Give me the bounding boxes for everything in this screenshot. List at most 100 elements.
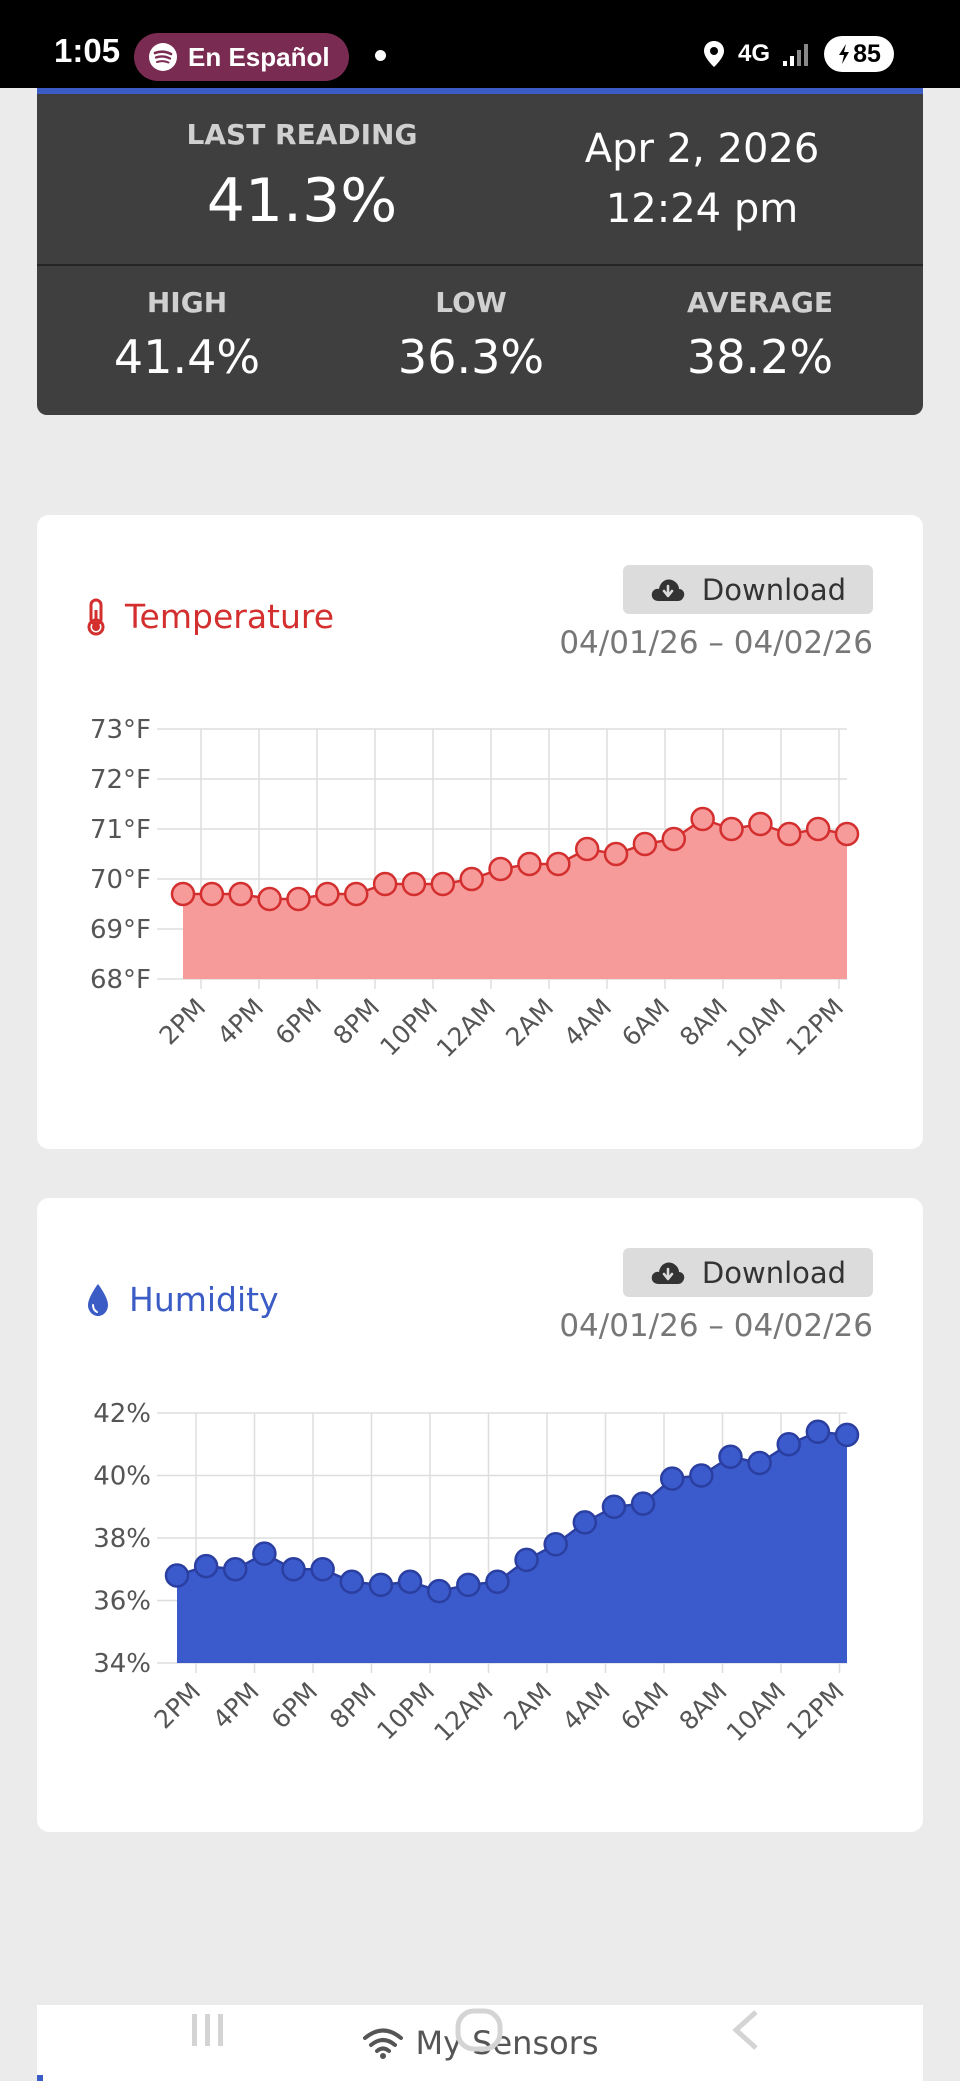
hum-chart-data-point <box>805 1419 831 1444</box>
temp-chart-data-point <box>228 881 253 907</box>
hum-chart-data-point <box>193 1553 219 1579</box>
temp-chart-x-tick-label: 12AM <box>431 993 501 1063</box>
temp-chart-y-tick-label: 68°F <box>90 965 151 995</box>
hum-chart-y-tick-label: 36% <box>93 1587 151 1617</box>
average-label: AVERAGE <box>687 286 833 319</box>
average-value: 38.2% <box>686 330 834 384</box>
nav-active-indicator <box>37 2075 43 2081</box>
thermometer-icon <box>87 598 105 635</box>
network-type: 4G <box>737 40 770 67</box>
temp-chart-y-tick-label: 73°F <box>90 715 151 745</box>
low-value: 36.3% <box>397 330 545 384</box>
temperature-title-text: Temperature <box>125 597 335 636</box>
bottom-nav-label: My Sensors <box>415 2024 599 2062</box>
temp-chart-data-point <box>257 886 282 912</box>
notification-dot <box>375 50 386 61</box>
hum-chart-x-tick-label: 4AM <box>557 1677 616 1736</box>
temp-chart-data-point <box>777 821 802 847</box>
status-icons: 4G 85 <box>702 36 894 72</box>
back-icon[interactable] <box>726 2008 766 2052</box>
temp-chart-data-point <box>805 816 831 842</box>
temperature-card: Temperature Download 04/01/26 – 04/02/26… <box>37 515 923 1149</box>
reading-summary-card: LAST READING 41.3% Apr 2, 2026 12:24 pm … <box>37 88 923 415</box>
temp-chart-data-point <box>574 836 600 862</box>
temp-chart-data-point <box>517 851 542 877</box>
hum-chart-x-tick-label: 4PM <box>207 1677 265 1735</box>
temp-chart-data-point <box>719 816 744 842</box>
hum-chart-x-tick-label: 10PM <box>371 1677 440 1746</box>
temp-chart-data-point <box>372 871 398 897</box>
hum-chart-x-tick-label: 10AM <box>721 1677 791 1747</box>
humidity-title-text: Humidity <box>129 1280 279 1319</box>
hum-chart-data-point <box>747 1450 772 1476</box>
temp-chart-y-tick-label: 69°F <box>90 915 151 945</box>
humidity-download-button[interactable]: Download <box>623 1248 873 1297</box>
temp-chart-x-tick-label: 6AM <box>616 993 675 1052</box>
reading-time: 12:24 pm <box>605 186 799 232</box>
hum-chart-data-point <box>572 1510 598 1535</box>
temp-chart-x-tick-label: 10AM <box>721 993 791 1063</box>
temp-chart-data-point <box>459 866 484 892</box>
water-drop-icon <box>88 1283 108 1316</box>
hum-chart-y-tick-label: 40% <box>93 1462 151 1492</box>
temp-chart-x-tick-label: 10PM <box>374 993 443 1062</box>
recent-apps-icon[interactable] <box>186 2008 230 2052</box>
temp-chart-area <box>183 819 847 979</box>
last-reading-label: LAST READING <box>186 118 418 151</box>
hum-chart-data-point <box>543 1532 568 1557</box>
hum-chart-data-point <box>368 1572 394 1598</box>
temp-chart-x-tick-label: 4AM <box>558 993 617 1052</box>
status-time: 1:05 <box>54 32 121 69</box>
temp-chart-y-tick-label: 72°F <box>90 765 151 795</box>
home-icon[interactable] <box>452 2008 506 2052</box>
temp-chart-data-point <box>546 851 571 877</box>
hum-chart-data-point <box>514 1547 539 1573</box>
hum-chart-data-point <box>630 1491 656 1516</box>
card-divider <box>37 264 923 266</box>
hum-chart-data-point <box>485 1569 510 1594</box>
hum-chart-x-tick-label: 2AM <box>498 1677 557 1736</box>
temp-chart-x-tick-label: 4PM <box>212 993 270 1051</box>
humidity-title: Humidity <box>85 1280 279 1319</box>
temp-chart-y-tick-label: 71°F <box>90 815 151 845</box>
temp-chart-x-tick-label: 6PM <box>270 993 328 1051</box>
low-label: LOW <box>435 286 507 319</box>
hum-chart-x-tick-label: 2PM <box>149 1677 207 1735</box>
temp-chart-data-point <box>748 811 773 837</box>
humidity-date-range: 04/01/26 – 04/02/26 <box>559 1308 873 1344</box>
hum-chart-data-point <box>689 1463 714 1488</box>
high-label: HIGH <box>146 286 228 319</box>
cloud-download-icon <box>651 578 685 601</box>
temp-chart-data-point <box>632 831 658 857</box>
battery-level: 85 <box>853 39 881 68</box>
cloud-download-icon <box>651 1261 685 1284</box>
hum-chart-data-point <box>223 1557 248 1582</box>
temp-chart-data-point <box>603 841 629 867</box>
temperature-title: Temperature <box>85 597 334 636</box>
hum-chart-x-tick-label: 6PM <box>266 1677 324 1735</box>
hum-chart-data-point <box>659 1466 685 1491</box>
media-pill[interactable]: En Español <box>134 33 349 81</box>
temp-chart-data-point <box>401 871 427 897</box>
temp-chart-data-point <box>834 821 860 847</box>
temp-chart-x-tick-label: 2AM <box>500 993 559 1052</box>
temp-chart-data-point <box>690 806 715 832</box>
hum-chart-data-point <box>339 1569 365 1594</box>
temp-chart-data-point <box>170 881 196 907</box>
bottom-nav-my-sensors[interactable]: My Sensors <box>37 2005 923 2081</box>
hum-chart-data-point <box>601 1494 627 1519</box>
wifi-icon <box>363 2028 404 2059</box>
temp-chart-data-point <box>199 881 225 907</box>
spotify-icon <box>149 43 177 71</box>
battery-indicator: 85 <box>824 36 894 72</box>
hum-chart-data-point <box>310 1557 335 1582</box>
hum-chart-x-tick-label: 12AM <box>428 1677 498 1747</box>
hum-chart-data-point <box>252 1541 277 1566</box>
hum-chart-y-tick-label: 38% <box>93 1524 151 1554</box>
hum-chart-x-tick-label: 12PM <box>781 1677 850 1746</box>
hum-chart-data-point <box>776 1432 801 1457</box>
temperature-download-button[interactable]: Download <box>623 565 873 614</box>
status-bar: 1:05 En Español 4G 85 <box>0 0 960 88</box>
